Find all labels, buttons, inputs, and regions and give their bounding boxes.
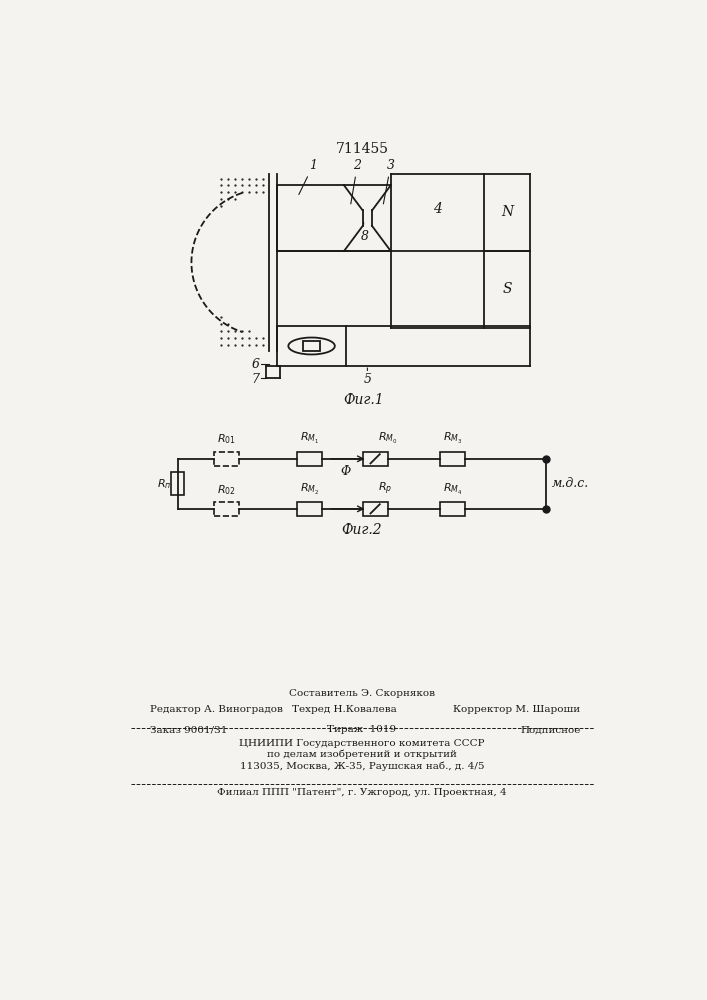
Text: 4: 4	[433, 202, 442, 216]
Text: м.д.с.: м.д.с.	[552, 477, 589, 490]
Text: Техред Н.Ковалева: Техред Н.Ковалева	[292, 705, 397, 714]
Bar	[303, 341, 320, 351]
Text: ЦНИИПИ Государственного комитета СССР: ЦНИИПИ Государственного комитета СССР	[239, 739, 485, 748]
Text: Заказ 9001/31: Заказ 9001/31	[151, 725, 228, 734]
Text: Φ: Φ	[341, 465, 351, 478]
Text: Филиал ППП "Патент", г. Ужгород, ул. Проектная, 4: Филиал ППП "Патент", г. Ужгород, ул. Про…	[217, 788, 507, 797]
Text: $R_p$: $R_p$	[378, 480, 392, 497]
Bar	[440, 452, 465, 466]
Text: Редактор А. Виноградов: Редактор А. Виноградов	[151, 705, 284, 714]
Text: $R_{M_3}$: $R_{M_3}$	[443, 431, 462, 446]
Bar	[363, 502, 387, 516]
Text: N: N	[501, 205, 513, 219]
Text: Фиг.2: Фиг.2	[341, 523, 382, 537]
Text: 2: 2	[351, 159, 361, 204]
Bar	[297, 452, 322, 466]
Bar	[440, 502, 465, 516]
Text: 7: 7	[252, 373, 259, 386]
Text: $R_{M_0}$: $R_{M_0}$	[378, 431, 398, 446]
Text: Подписное: Подписное	[520, 725, 580, 734]
Text: $R_{п}$: $R_{п}$	[157, 477, 171, 491]
Text: Тираж  1019: Тираж 1019	[327, 725, 397, 734]
Bar	[214, 502, 239, 516]
Text: S: S	[502, 282, 512, 296]
Text: $R_{M_1}$: $R_{M_1}$	[300, 431, 319, 446]
Text: $R_{02}$: $R_{02}$	[217, 483, 235, 497]
Text: 113035, Москва, Ж-35, Раушская наб., д. 4/5: 113035, Москва, Ж-35, Раушская наб., д. …	[240, 761, 484, 771]
Text: 8: 8	[361, 222, 369, 243]
Text: Фиг.1: Фиг.1	[343, 393, 384, 407]
Text: Корректор М. Шароши: Корректор М. Шароши	[453, 705, 580, 714]
Text: 711455: 711455	[335, 142, 388, 156]
Text: по делам изобретений и открытий: по делам изобретений и открытий	[267, 750, 457, 759]
Text: 6: 6	[252, 358, 259, 371]
Bar	[363, 452, 387, 466]
Text: 5: 5	[363, 368, 371, 386]
Bar	[214, 452, 239, 466]
Text: $R_{M_2}$: $R_{M_2}$	[300, 481, 319, 497]
Text: Составитель Э. Скорняков: Составитель Э. Скорняков	[289, 688, 435, 698]
Text: $R_{M_4}$: $R_{M_4}$	[443, 481, 462, 497]
Bar	[297, 502, 322, 516]
Text: $R_{01}$: $R_{01}$	[217, 433, 235, 446]
Text: 1: 1	[299, 159, 317, 195]
Bar	[171, 472, 184, 495]
Text: 3: 3	[383, 159, 395, 204]
